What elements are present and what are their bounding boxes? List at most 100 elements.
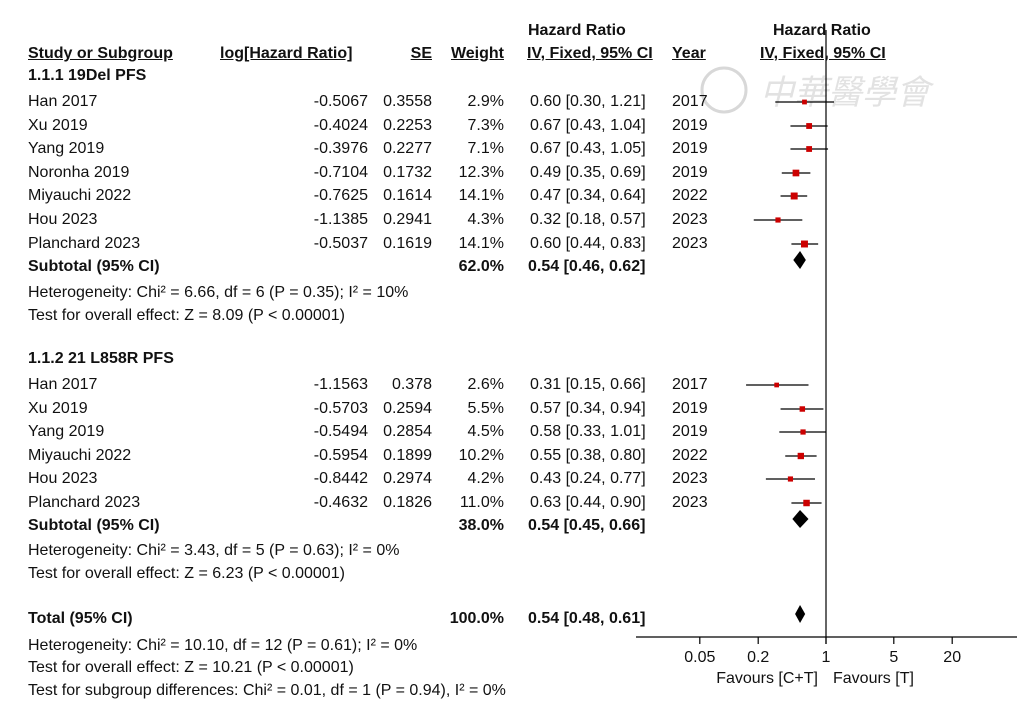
study-year: 2019 (672, 423, 708, 440)
study-year: 2022 (672, 187, 708, 204)
subtotal-label: Subtotal (95% CI) (28, 517, 160, 534)
study-point-marker (775, 217, 781, 223)
study-se: 0.2594 (383, 400, 432, 417)
study-se: 0.3558 (383, 93, 432, 110)
favours-left-label: Favours [C+T] (716, 670, 818, 687)
total-hr-ci: 0.54 [0.48, 0.61] (528, 610, 646, 627)
study-loghr: -1.1563 (313, 376, 368, 393)
total-weight: 100.0% (449, 610, 504, 627)
study-weight: 10.2% (458, 447, 504, 464)
study-point-marker (799, 406, 806, 412)
study-name: Miyauchi 2022 (28, 447, 132, 464)
study-weight: 4.3% (467, 211, 504, 228)
header-se: SE (410, 45, 432, 62)
overall-effect-text: Test for overall effect: Z = 8.09 (P < 0… (28, 307, 345, 324)
subtotal-diamond (792, 510, 809, 528)
study-name: Han 2017 (28, 376, 98, 393)
study-loghr: -0.4024 (313, 117, 368, 134)
study-loghr: -1.1385 (313, 211, 368, 228)
study-year: 2019 (672, 400, 708, 417)
header-study: Study or Subgroup (28, 45, 173, 62)
header-hr-title: Hazard Ratio (528, 22, 626, 39)
study-se: 0.2253 (383, 117, 432, 134)
study-weight: 7.3% (467, 117, 504, 134)
x-tick-label: 1 (822, 649, 831, 666)
x-tick-label: 0.2 (747, 649, 769, 666)
subtotal-hr-ci: 0.54 [0.45, 0.66] (528, 517, 646, 534)
study-hr-ci: 0.43 [0.24, 0.77] (530, 470, 646, 487)
study-weight: 2.6% (467, 376, 504, 393)
study-weight: 14.1% (458, 187, 504, 204)
study-hr-ci: 0.67 [0.43, 1.05] (530, 140, 646, 157)
study-loghr: -0.8442 (313, 470, 368, 487)
study-name: Hou 2023 (28, 211, 98, 228)
study-se: 0.2974 (383, 470, 432, 487)
study-point-marker (797, 452, 804, 460)
study-name: Miyauchi 2022 (28, 187, 132, 204)
total-label: Total (95% CI) (28, 610, 133, 627)
study-point-marker (790, 192, 798, 200)
header-loghr: log[Hazard Ratio] (220, 45, 353, 62)
study-hr-ci: 0.60 [0.30, 1.21] (530, 93, 646, 110)
header-plot-title: Hazard Ratio (773, 22, 871, 39)
study-year: 2019 (672, 117, 708, 134)
study-loghr: -0.5037 (313, 235, 368, 252)
total-diamond (795, 605, 806, 623)
study-name: Planchard 2023 (28, 494, 141, 511)
study-se: 0.378 (391, 376, 432, 393)
study-year: 2023 (672, 470, 708, 487)
study-hr-ci: 0.31 [0.15, 0.66] (530, 376, 646, 393)
study-loghr: -0.3976 (313, 140, 368, 157)
study-weight: 2.9% (467, 93, 504, 110)
x-tick-label: 20 (943, 649, 961, 666)
study-loghr: -0.5954 (313, 447, 368, 464)
heterogeneity-text: Heterogeneity: Chi² = 3.43, df = 5 (P = … (28, 542, 400, 559)
subtotal-weight: 62.0% (458, 258, 504, 275)
study-weight: 14.1% (458, 235, 504, 252)
subtotal-label: Subtotal (95% CI) (28, 258, 160, 275)
study-hr-ci: 0.58 [0.33, 1.01] (530, 423, 646, 440)
total-heterogeneity: Heterogeneity: Chi² = 10.10, df = 12 (P … (28, 637, 418, 654)
study-se: 0.1619 (383, 235, 432, 252)
study-name: Planchard 2023 (28, 235, 141, 252)
study-weight: 5.5% (467, 400, 504, 417)
study-point-marker (801, 240, 808, 248)
header-year: Year (672, 45, 706, 62)
subgroup-differences: Test for subgroup differences: Chi² = 0.… (28, 682, 506, 699)
study-weight: 4.5% (467, 423, 504, 440)
study-name: Noronha 2019 (28, 164, 130, 181)
study-hr-ci: 0.63 [0.44, 0.90] (530, 494, 646, 511)
study-se: 0.2854 (383, 423, 432, 440)
study-year: 2023 (672, 494, 708, 511)
study-se: 0.2941 (383, 211, 432, 228)
study-loghr: -0.5494 (313, 423, 368, 440)
study-hr-ci: 0.55 [0.38, 0.80] (530, 447, 646, 464)
study-point-marker (774, 382, 780, 388)
study-loghr: -0.4632 (313, 494, 368, 511)
study-se: 0.1826 (383, 494, 432, 511)
watermark-seal-icon (700, 66, 748, 114)
x-tick-label: 5 (889, 649, 898, 666)
study-point-marker (800, 429, 806, 435)
header-hr-sub: IV, Fixed, 95% CI (527, 45, 653, 62)
study-point-marker (806, 146, 813, 152)
study-se: 0.1899 (383, 447, 432, 464)
total-overall-effect: Test for overall effect: Z = 10.21 (P < … (28, 659, 354, 676)
x-tick-label: 0.05 (684, 649, 715, 666)
study-loghr: -0.5703 (313, 400, 368, 417)
study-point-marker (787, 476, 794, 482)
study-se: 0.1732 (383, 164, 432, 181)
subtotal-hr-ci: 0.54 [0.46, 0.62] (528, 258, 646, 275)
header-plot-sub: IV, Fixed, 95% CI (760, 45, 886, 62)
study-hr-ci: 0.32 [0.18, 0.57] (530, 211, 646, 228)
study-hr-ci: 0.47 [0.34, 0.64] (530, 187, 646, 204)
header-weight: Weight (450, 45, 504, 62)
study-hr-ci: 0.57 [0.34, 0.94] (530, 400, 646, 417)
study-name: Yang 2019 (28, 423, 105, 440)
study-year: 2017 (672, 93, 708, 110)
study-name: Xu 2019 (28, 117, 88, 134)
study-name: Yang 2019 (28, 140, 105, 157)
study-loghr: -0.5067 (313, 93, 368, 110)
